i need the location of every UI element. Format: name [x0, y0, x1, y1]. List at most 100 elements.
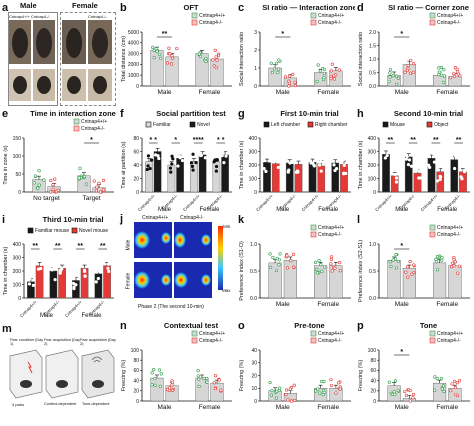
- data-point: [293, 80, 297, 84]
- data-point: [393, 172, 397, 177]
- data-point: [205, 376, 209, 381]
- data-point: [318, 69, 322, 73]
- data-point: [403, 70, 407, 74]
- data-point: [27, 282, 32, 286]
- legend-swatch: [310, 337, 317, 344]
- mouse-head-4: [93, 76, 107, 94]
- y-tick-label: 3000: [128, 51, 139, 57]
- bar: [413, 172, 422, 193]
- data-point: [318, 156, 322, 160]
- box-3: [81, 349, 115, 399]
- legend-swatch: [310, 19, 317, 26]
- data-point: [52, 265, 56, 270]
- sig-marker: *: [400, 349, 403, 356]
- data-point: [322, 390, 326, 395]
- data-point: [322, 71, 327, 75]
- data-point: [404, 393, 409, 398]
- data-point: [333, 266, 337, 270]
- data-point: [435, 377, 439, 381]
- data-point: [157, 144, 161, 148]
- data-point: [150, 383, 154, 387]
- chart-f-svg: f Social partition test Familiar Novel 0 20 40…: [120, 108, 232, 213]
- data-point: [262, 166, 266, 171]
- data-point: [409, 58, 413, 62]
- legend-swatch: [191, 330, 198, 337]
- data-point: [158, 52, 162, 57]
- data-point: [202, 376, 206, 381]
- data-point: [170, 388, 175, 392]
- data-point: [40, 257, 44, 261]
- x-tick-label: Female: [317, 89, 339, 96]
- y-tick-label: 200: [368, 163, 377, 169]
- data-point: [394, 253, 398, 257]
- data-point: [411, 62, 416, 66]
- data-point: [269, 61, 273, 66]
- y-tick-label: 200: [249, 163, 258, 169]
- data-point: [449, 154, 454, 158]
- legend-label: Novel mouse: [79, 228, 108, 234]
- data-point: [51, 183, 55, 187]
- group-caption: Female: [437, 207, 458, 212]
- data-point: [53, 177, 57, 181]
- data-point: [203, 156, 207, 160]
- data-point: [272, 67, 277, 71]
- data-point: [317, 259, 321, 263]
- data-point: [278, 252, 282, 256]
- panel-letter-n: n: [120, 320, 127, 332]
- data-point: [264, 169, 268, 173]
- data-point: [289, 399, 294, 403]
- sig-marker: **: [388, 137, 394, 144]
- data-point: [277, 258, 281, 262]
- legend-swatch: [27, 227, 34, 234]
- bar: [285, 162, 294, 193]
- sig-marker: **: [33, 243, 39, 250]
- data-point: [158, 384, 162, 388]
- bar: [221, 154, 229, 193]
- y-tick-label: 40: [133, 378, 139, 384]
- data-point: [204, 56, 208, 61]
- chart-l-svg: l Cntnap4+/+Cntnap4-/- 0.0 0.5 1.0 Preference…: [357, 214, 470, 308]
- y-tick-label: 1.5: [369, 43, 376, 49]
- bar: [49, 270, 58, 299]
- chart-title: Contextual test: [164, 321, 219, 330]
- data-point: [36, 186, 40, 190]
- panel-letter-b: b: [120, 2, 127, 14]
- legend-swatch: [429, 337, 436, 344]
- legend-label: Cntnap4-/-: [81, 126, 105, 132]
- legend-label: Cntnap4+/+: [437, 13, 463, 19]
- y-tick-label: 4000: [128, 41, 139, 47]
- data-point: [329, 69, 333, 73]
- data-point: [435, 254, 440, 259]
- bar: [283, 260, 297, 299]
- data-point: [287, 81, 291, 85]
- y-tick-label: 2000: [128, 62, 139, 68]
- data-point: [332, 77, 337, 81]
- y-tick-label: 0.0: [369, 296, 376, 302]
- data-point: [146, 164, 150, 168]
- legend-swatch: [310, 12, 317, 19]
- data-point: [293, 398, 297, 403]
- bar: [150, 50, 164, 87]
- data-point: [286, 398, 290, 402]
- bar: [448, 265, 462, 299]
- bar: [210, 58, 224, 87]
- data-point: [291, 252, 296, 256]
- data-point: [453, 154, 457, 158]
- data-point: [411, 70, 415, 74]
- data-point: [394, 266, 399, 270]
- data-point: [404, 157, 408, 161]
- y-tick-label: 100: [131, 348, 140, 354]
- sig-marker: * *: [217, 137, 225, 144]
- y-tick-label: 0: [18, 296, 21, 302]
- y-tick-label: 1.0: [369, 242, 376, 248]
- sig-marker: *: [281, 31, 284, 38]
- data-point: [381, 147, 386, 151]
- male-label: Male: [20, 1, 37, 10]
- data-point: [314, 389, 318, 393]
- y-axis-label: Time in chamber (s): [358, 140, 364, 189]
- x-tick-label: Female: [317, 404, 339, 411]
- data-point: [442, 74, 446, 78]
- chart-g: g First 10-min trial Left chamber Right cha…: [236, 106, 355, 213]
- data-point: [39, 262, 43, 267]
